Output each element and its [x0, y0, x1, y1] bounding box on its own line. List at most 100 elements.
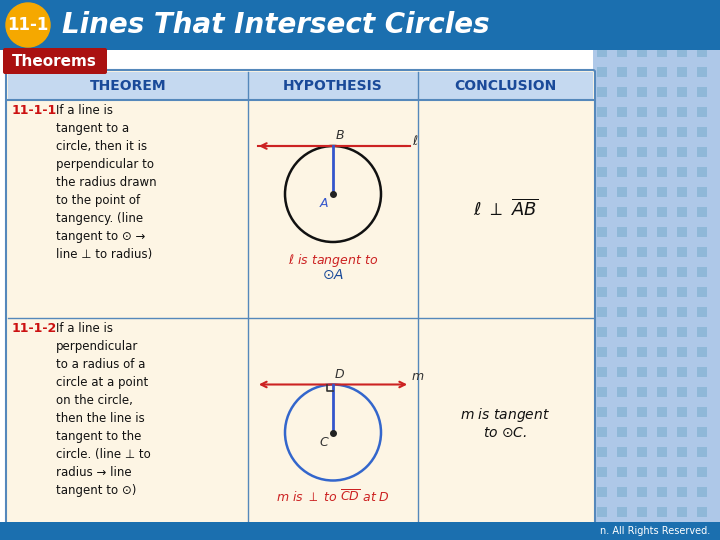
Bar — [637, 207, 647, 217]
Bar — [617, 367, 627, 377]
Bar — [677, 427, 687, 437]
Bar — [657, 187, 667, 197]
Bar — [677, 507, 687, 517]
Bar — [637, 387, 647, 397]
Bar — [617, 267, 627, 277]
Text: A: A — [320, 197, 328, 210]
Bar — [657, 307, 667, 317]
Bar — [697, 247, 707, 257]
Bar — [637, 287, 647, 297]
Text: $\odot$$A$: $\odot$$A$ — [322, 268, 344, 282]
Bar — [697, 7, 707, 17]
Bar — [697, 487, 707, 497]
Bar — [597, 307, 607, 317]
Bar — [617, 187, 627, 197]
Bar — [637, 367, 647, 377]
Bar — [617, 47, 627, 57]
Bar — [657, 327, 667, 337]
Bar — [617, 287, 627, 297]
Bar — [657, 7, 667, 17]
Bar — [617, 147, 627, 157]
Text: CONCLUSION: CONCLUSION — [454, 79, 557, 93]
Bar — [597, 67, 607, 77]
Bar — [697, 447, 707, 457]
Bar — [697, 507, 707, 517]
Bar — [677, 307, 687, 317]
Text: 11-1-1: 11-1-1 — [12, 104, 58, 117]
Text: 11-1: 11-1 — [7, 16, 49, 34]
Bar — [677, 47, 687, 57]
Bar — [617, 507, 627, 517]
Bar — [657, 207, 667, 217]
Bar — [617, 207, 627, 217]
Bar — [697, 147, 707, 157]
Bar — [677, 7, 687, 17]
Bar — [677, 147, 687, 157]
Bar — [657, 27, 667, 37]
Bar — [617, 427, 627, 437]
Bar — [597, 467, 607, 477]
Circle shape — [6, 3, 50, 47]
Bar — [637, 67, 647, 77]
Bar — [677, 387, 687, 397]
Bar — [617, 127, 627, 137]
Bar — [617, 447, 627, 457]
Bar — [597, 87, 607, 97]
Bar — [677, 367, 687, 377]
Bar — [677, 267, 687, 277]
Bar — [657, 407, 667, 417]
Bar — [8, 72, 593, 100]
Bar — [597, 167, 607, 177]
Bar — [677, 127, 687, 137]
Bar — [617, 247, 627, 257]
Bar — [677, 227, 687, 237]
Text: 11-1-2: 11-1-2 — [12, 322, 58, 335]
Bar — [637, 487, 647, 497]
Bar — [617, 167, 627, 177]
Text: m: m — [412, 369, 424, 382]
Bar — [597, 147, 607, 157]
Bar — [657, 47, 667, 57]
Bar — [677, 207, 687, 217]
Bar — [697, 87, 707, 97]
Bar — [617, 67, 627, 77]
Text: $\ell$ $\perp$ $\overline{AB}$: $\ell$ $\perp$ $\overline{AB}$ — [473, 198, 538, 220]
Bar — [637, 187, 647, 197]
Bar — [697, 387, 707, 397]
Bar — [597, 427, 607, 437]
Bar — [637, 307, 647, 317]
Text: $\ell$: $\ell$ — [412, 134, 418, 148]
Bar — [0, 0, 720, 50]
Text: THEOREM: THEOREM — [90, 79, 166, 93]
Text: $m$ is tangent: $m$ is tangent — [460, 406, 551, 423]
Bar — [597, 207, 607, 217]
Bar — [637, 507, 647, 517]
Bar — [597, 507, 607, 517]
Bar — [677, 187, 687, 197]
Bar — [677, 87, 687, 97]
Bar — [657, 107, 667, 117]
Bar — [597, 287, 607, 297]
Bar — [597, 47, 607, 57]
Bar — [677, 167, 687, 177]
Bar — [617, 407, 627, 417]
Bar — [637, 47, 647, 57]
Text: n. All Rights Reserved.: n. All Rights Reserved. — [600, 526, 710, 536]
Bar — [657, 87, 667, 97]
Bar — [657, 287, 667, 297]
Bar — [597, 227, 607, 237]
Bar — [657, 247, 667, 257]
Bar — [617, 467, 627, 477]
Bar — [657, 127, 667, 137]
Bar — [597, 267, 607, 277]
Bar — [697, 127, 707, 137]
Bar — [697, 347, 707, 357]
Bar — [597, 367, 607, 377]
Bar — [617, 87, 627, 97]
Bar — [657, 227, 667, 237]
Bar — [677, 407, 687, 417]
Bar — [597, 7, 607, 17]
Bar — [697, 227, 707, 237]
Bar — [657, 67, 667, 77]
Bar — [697, 467, 707, 477]
